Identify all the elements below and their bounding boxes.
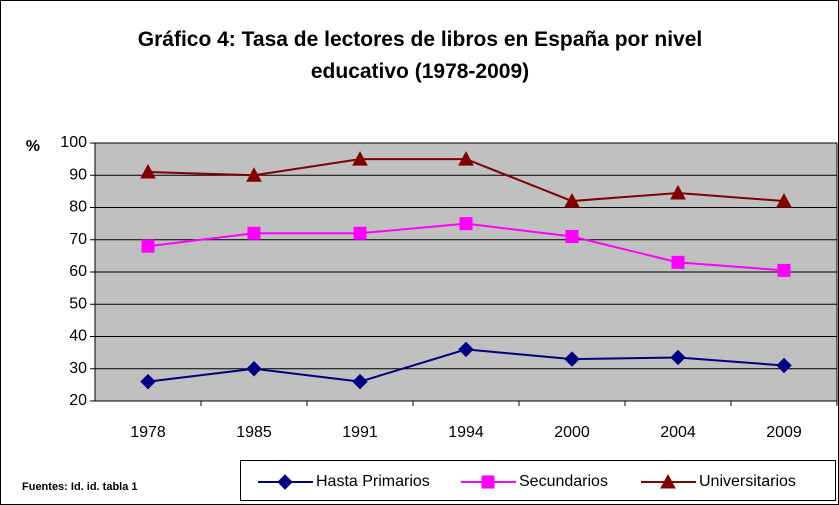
legend-item: Secundarios	[461, 473, 608, 490]
legend-label: Universitarios	[699, 473, 796, 490]
data-point	[670, 349, 686, 366]
data-point	[247, 226, 261, 240]
data-point	[353, 226, 367, 240]
data-point	[352, 151, 368, 166]
data-point	[352, 373, 368, 390]
plot-border	[94, 142, 838, 402]
data-point	[776, 192, 792, 208]
data-point	[670, 184, 686, 200]
data-point	[140, 373, 156, 390]
y-axis-label: %	[26, 138, 40, 155]
data-point	[246, 167, 262, 182]
legend-marker	[660, 473, 676, 489]
legend-box	[240, 460, 836, 501]
x-tick-label: 2009	[766, 424, 802, 441]
data-point	[564, 192, 580, 208]
y-tick-label: 100	[60, 134, 87, 151]
data-point	[246, 361, 262, 377]
data-point	[776, 357, 792, 374]
y-tick-label: 20	[69, 392, 87, 409]
data-point	[140, 163, 156, 179]
data-point	[565, 230, 579, 244]
y-tick-label: 30	[69, 360, 87, 377]
source-note: Fuentes: Id. id. tabla 1	[22, 481, 138, 493]
y-tick-label: 70	[69, 231, 87, 248]
data-point	[671, 255, 685, 269]
data-point	[458, 151, 474, 166]
data-point	[564, 351, 580, 367]
legend-item: Universitarios	[641, 473, 796, 490]
legend-marker	[277, 474, 293, 490]
y-tick-label: 90	[69, 166, 87, 183]
data-point	[777, 263, 791, 277]
x-tick-label: 1985	[236, 424, 272, 441]
x-tick-label: 1994	[448, 424, 484, 441]
legend-label: Secundarios	[519, 473, 608, 490]
data-point	[459, 217, 473, 231]
chart-title: Gráfico 4: Tasa de lectores de libros en…	[137, 28, 703, 83]
y-tick-label: 50	[69, 295, 87, 312]
y-tick-label: 80	[69, 199, 87, 216]
x-tick-label: 2004	[660, 424, 696, 441]
x-tick-label: 1991	[342, 424, 378, 441]
data-point	[141, 239, 155, 253]
y-tick-label: 40	[69, 328, 87, 345]
data-point	[458, 341, 474, 358]
x-tick-label: 2000	[554, 424, 590, 441]
y-tick-label: 60	[69, 263, 87, 280]
legend-item: Hasta Primarios	[258, 473, 430, 490]
legend-marker	[481, 475, 495, 489]
x-tick-label: 1978	[130, 424, 166, 441]
legend-label: Hasta Primarios	[316, 473, 430, 490]
